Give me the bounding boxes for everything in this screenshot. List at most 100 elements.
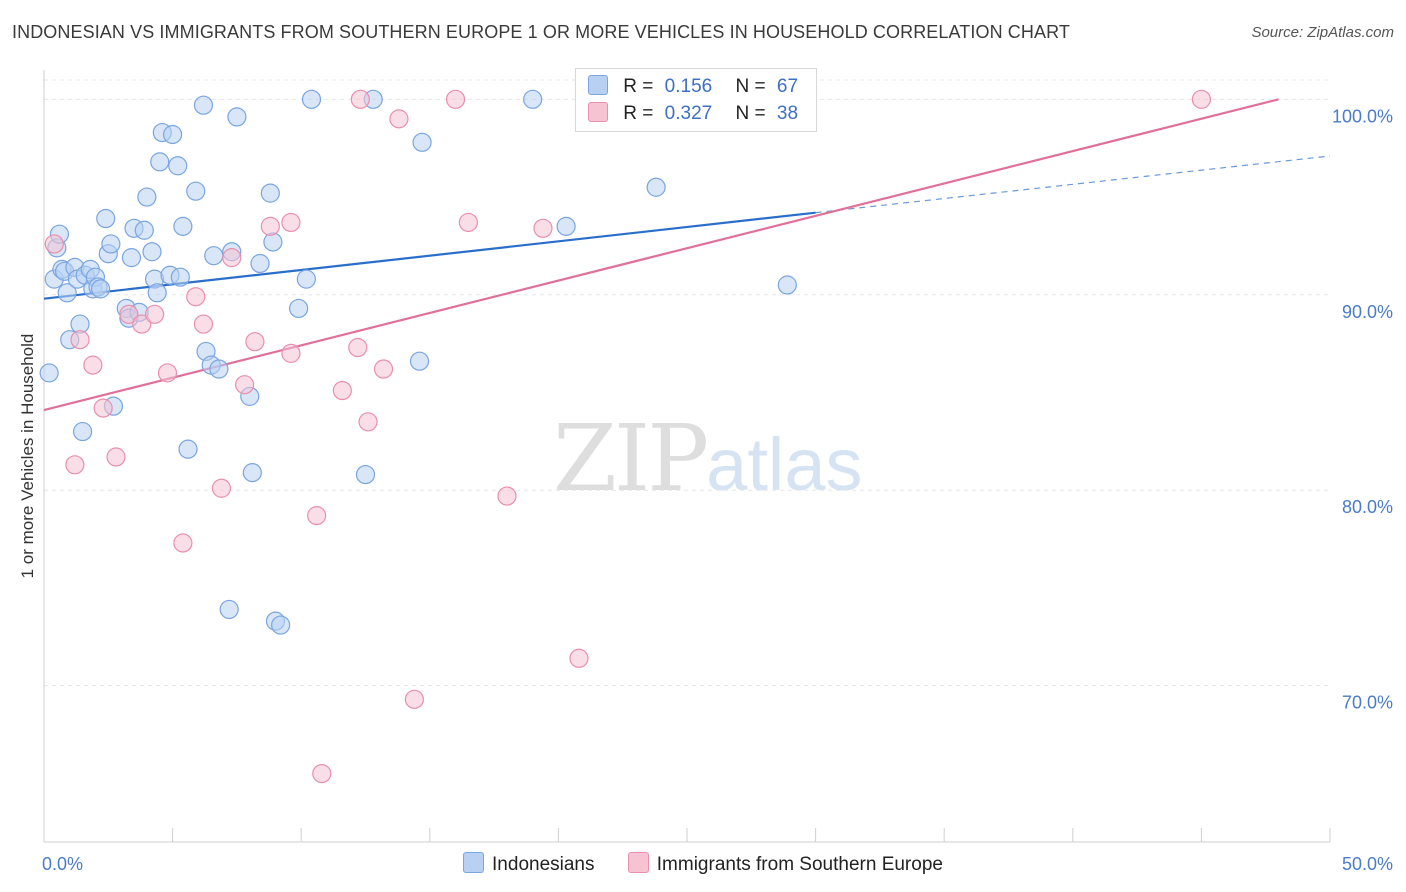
point-indonesians (296, 269, 316, 289)
point-indonesians (101, 234, 121, 254)
bottom-legend-southern-europe[interactable]: Immigrants from Southern Europe (627, 852, 943, 876)
point-indonesians (204, 246, 224, 266)
point-indonesians (137, 187, 157, 207)
bottom-legend-label: Indonesians (492, 854, 595, 875)
point-southern-europe (1191, 89, 1212, 109)
legend-r-label: R = (623, 103, 654, 124)
point-southern-europe (497, 486, 517, 506)
point-southern-europe (358, 412, 378, 432)
point-indonesians (242, 463, 262, 483)
axis-labels: 70.0% 80.0% 90.0% 100.0% 0.0% 50.0% 1 or more … (18, 106, 1393, 874)
point-indonesians (142, 242, 162, 262)
point-southern-europe (193, 314, 214, 334)
legend-r-label: R = (623, 76, 654, 97)
legend-n-value: 67 (776, 76, 799, 97)
point-southern-europe (281, 212, 301, 233)
chart-source: Source: ZipAtlas.com (1251, 24, 1394, 41)
point-indonesians (260, 183, 280, 203)
point-indonesians (523, 89, 543, 109)
point-indonesians (209, 359, 229, 379)
point-southern-europe (332, 380, 352, 401)
legend-n-label: N = (735, 103, 766, 124)
bottom-legend-swatch-blue (463, 852, 485, 873)
point-southern-europe (211, 478, 232, 498)
point-indonesians (186, 181, 206, 201)
point-indonesians (355, 464, 376, 485)
point-southern-europe (373, 359, 394, 379)
point-indonesians (556, 216, 576, 236)
point-southern-europe (404, 689, 424, 709)
point-southern-europe (186, 287, 206, 307)
trend-line-southern-europe (43, 98, 1279, 412)
watermark: ZIPatlas (553, 405, 862, 512)
y-tick-label: 70.0% (1342, 693, 1393, 713)
point-southern-europe (144, 304, 165, 324)
trend-line-indonesians-extension (815, 155, 1331, 214)
point-southern-europe (173, 533, 193, 553)
point-southern-europe (350, 89, 370, 109)
point-southern-europe (93, 398, 113, 418)
axes (43, 70, 1331, 843)
point-indonesians (412, 132, 432, 152)
point-southern-europe (106, 447, 126, 467)
point-southern-europe (348, 337, 368, 358)
point-indonesians (173, 216, 193, 236)
point-southern-europe (70, 330, 90, 350)
y-axis-title: 1 or more Vehicles in Household (18, 334, 37, 579)
point-southern-europe (245, 332, 265, 352)
point-southern-europe (389, 109, 409, 129)
legend-n-label: N = (735, 76, 766, 97)
point-indonesians (227, 107, 247, 127)
point-southern-europe (533, 218, 553, 238)
point-southern-europe (281, 343, 301, 363)
legend-row-indonesians: R = 0.156 N = 67 (588, 75, 798, 99)
point-indonesians (90, 279, 111, 299)
watermark-atlas: atlas (706, 423, 863, 506)
point-indonesians (219, 599, 239, 620)
point-indonesians (263, 232, 283, 252)
bottom-legend: Indonesians Immigrants from Southern Eur… (0, 852, 1406, 876)
point-indonesians (163, 124, 183, 145)
point-indonesians (57, 283, 77, 303)
point-indonesians (646, 177, 666, 197)
point-indonesians (134, 220, 154, 240)
point-indonesians (39, 363, 59, 383)
point-indonesians (121, 248, 142, 268)
y-tick-label: 100.0% (1332, 106, 1393, 126)
point-indonesians (289, 298, 309, 319)
point-southern-europe (83, 355, 103, 375)
bottom-legend-swatch-pink (627, 852, 649, 873)
legend-r-value: 0.327 (664, 103, 713, 124)
y-tick-label: 80.0% (1342, 497, 1393, 517)
point-indonesians (301, 89, 322, 109)
point-southern-europe (157, 363, 178, 383)
point-indonesians (250, 253, 270, 274)
point-southern-europe (44, 234, 64, 254)
point-southern-europe (119, 304, 139, 324)
point-indonesians (271, 615, 291, 635)
point-indonesians (777, 275, 797, 295)
point-indonesians (409, 351, 430, 371)
point-southern-europe (445, 89, 466, 109)
bottom-legend-label: Immigrants from Southern Europe (656, 854, 943, 875)
x-tick-label: 50.0% (1342, 854, 1393, 874)
data-points (39, 89, 1212, 784)
point-southern-europe (65, 455, 85, 475)
chart-title: INDONESIAN VS IMMIGRANTS FROM SOUTHERN E… (12, 22, 1070, 42)
point-southern-europe (458, 212, 478, 233)
legend-swatch-blue (588, 75, 608, 95)
point-indonesians (168, 156, 188, 176)
point-indonesians (150, 152, 170, 172)
point-indonesians (178, 439, 198, 459)
point-southern-europe (222, 248, 242, 268)
point-southern-europe (235, 375, 255, 395)
bottom-legend-indonesians[interactable]: Indonesians (463, 852, 595, 876)
legend-box: R = 0.156 N = 67 R = 0.327 N = 38 (575, 68, 817, 132)
point-indonesians (72, 421, 93, 442)
point-indonesians (147, 283, 167, 303)
watermark-zip: ZIP (553, 405, 709, 512)
point-southern-europe (569, 648, 589, 668)
point-indonesians (193, 95, 214, 115)
point-southern-europe (312, 763, 332, 784)
